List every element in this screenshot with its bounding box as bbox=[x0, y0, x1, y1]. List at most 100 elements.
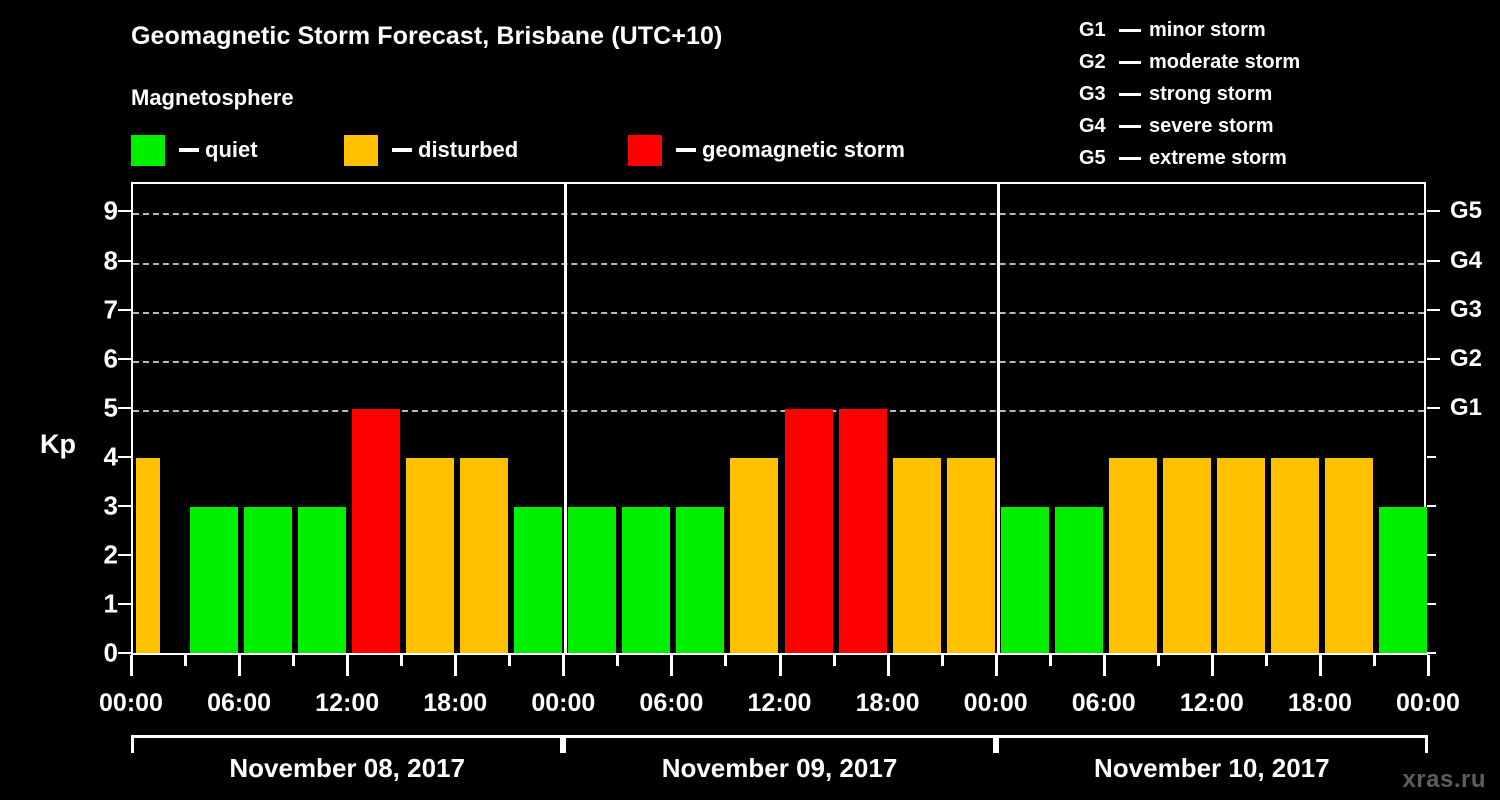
gridline-kp-8 bbox=[133, 262, 1424, 265]
x-tick-major bbox=[994, 655, 998, 676]
y-tick-mark-3 bbox=[118, 504, 131, 507]
kp-bar bbox=[1054, 506, 1103, 654]
y-tick-label-5: 5 bbox=[103, 392, 118, 423]
g-tick-mark-minor-0 bbox=[1427, 652, 1436, 654]
gridline-kp-5 bbox=[133, 409, 1424, 412]
kp-bar bbox=[622, 506, 671, 654]
kp-bar bbox=[1216, 457, 1265, 654]
x-tick-major bbox=[346, 655, 350, 676]
g-scale-row-g4: G4 severe storm bbox=[1079, 110, 1300, 142]
x-tick-label-0: 00:00 bbox=[99, 689, 163, 717]
x-tick-minor bbox=[184, 655, 188, 666]
x-tick-label-5: 06:00 bbox=[639, 689, 704, 717]
kp-bar bbox=[1270, 457, 1319, 654]
g-tick-mark-g3 bbox=[1427, 308, 1440, 311]
g-tick-mark-g4 bbox=[1427, 259, 1440, 262]
day-bracket-0 bbox=[131, 735, 564, 753]
legend-dash-icon bbox=[179, 148, 199, 152]
x-tick-minor bbox=[616, 655, 620, 666]
g-tick-label-g5: G5 bbox=[1450, 197, 1483, 225]
y-tick-label-7: 7 bbox=[103, 294, 118, 325]
g-scale-row-g2: G2 moderate storm bbox=[1079, 46, 1300, 78]
day-divider bbox=[996, 182, 1000, 655]
magnetosphere-label: Magnetosphere bbox=[131, 85, 294, 110]
g-tick-mark-minor-1 bbox=[1427, 602, 1436, 605]
legend-item-2: geomagnetic storm bbox=[628, 133, 905, 167]
g-scale-code: G2 bbox=[1079, 50, 1106, 73]
g-scale-code: G1 bbox=[1079, 18, 1106, 41]
red-square-icon bbox=[628, 134, 662, 166]
x-tick-label-6: 12:00 bbox=[747, 689, 812, 717]
y-tick-label-1: 1 bbox=[103, 588, 118, 619]
g-scale-row-g1: G1 minor storm bbox=[1079, 14, 1300, 46]
kp-bar bbox=[136, 457, 160, 654]
g-scale-description: extreme storm bbox=[1149, 146, 1287, 169]
g-scale-row-g5: G5 extreme storm bbox=[1079, 142, 1300, 174]
g-tick-mark-minor-2 bbox=[1427, 553, 1436, 556]
x-tick-minor bbox=[1156, 655, 1160, 666]
watermark: xras.ru bbox=[1402, 766, 1486, 793]
page-title: Geomagnetic Storm Forecast, Brisbane (UT… bbox=[131, 22, 723, 50]
gridline-kp-9 bbox=[133, 213, 1424, 216]
x-tick-label-8: 00:00 bbox=[963, 689, 1028, 717]
legend-dash-icon bbox=[392, 148, 412, 152]
x-axis-baseline bbox=[131, 653, 1428, 655]
kp-bar bbox=[352, 408, 401, 654]
g-scale-description: severe storm bbox=[1149, 114, 1274, 137]
kp-bar bbox=[298, 506, 347, 654]
y-tick-label-3: 3 bbox=[103, 490, 118, 521]
x-tick-major bbox=[1427, 655, 1430, 676]
g-tick-label-g2: G2 bbox=[1450, 344, 1483, 372]
y-tick-mark-4 bbox=[118, 455, 131, 458]
kp-bar bbox=[460, 457, 509, 654]
g-scale-legend: G1 minor storm G2 moderate storm G3 strong st… bbox=[1079, 14, 1300, 174]
g-tick-mark-g2 bbox=[1427, 357, 1440, 360]
x-tick-minor bbox=[292, 655, 296, 666]
x-tick-label-2: 12:00 bbox=[315, 689, 380, 717]
g-scale-dash-icon bbox=[1119, 60, 1141, 64]
x-tick-major bbox=[1102, 655, 1106, 676]
x-tick-label-3: 18:00 bbox=[423, 689, 488, 717]
y-tick-mark-1 bbox=[118, 602, 131, 605]
x-tick-label-7: 18:00 bbox=[855, 689, 920, 717]
x-tick-minor bbox=[1372, 655, 1376, 666]
g-scale-code: G4 bbox=[1079, 114, 1106, 137]
kp-bar bbox=[838, 408, 887, 654]
day-label-1: November 09, 2017 bbox=[661, 753, 898, 783]
kp-bar bbox=[892, 457, 941, 654]
g-tick-label-g4: G4 bbox=[1450, 246, 1483, 274]
kp-bar bbox=[1324, 457, 1373, 654]
x-tick-major bbox=[886, 655, 890, 676]
y-tick-mark-0 bbox=[118, 652, 131, 654]
g-scale-code: G5 bbox=[1079, 146, 1106, 169]
kp-bar bbox=[1378, 506, 1427, 654]
kp-bar bbox=[1108, 457, 1157, 654]
x-tick-major bbox=[238, 655, 242, 676]
kp-bar bbox=[1000, 506, 1049, 654]
day-label-0: November 08, 2017 bbox=[229, 753, 465, 783]
day-divider bbox=[564, 182, 568, 655]
y-tick-mark-5 bbox=[118, 406, 131, 409]
g-tick-mark-minor-3 bbox=[1427, 504, 1436, 507]
kp-bar bbox=[784, 408, 833, 654]
orange-square-icon bbox=[344, 134, 378, 166]
x-tick-major bbox=[562, 655, 566, 676]
y-tick-label-6: 6 bbox=[103, 343, 118, 374]
x-tick-major bbox=[1210, 655, 1214, 676]
x-tick-major bbox=[454, 655, 458, 676]
g-scale-dash-icon bbox=[1119, 28, 1141, 32]
y-tick-mark-6 bbox=[118, 357, 131, 360]
plot-inner bbox=[133, 182, 1427, 655]
kp-bar bbox=[514, 506, 563, 654]
g-tick-mark-g1 bbox=[1427, 406, 1440, 409]
legend-item-label: quiet bbox=[205, 137, 258, 162]
plot-area bbox=[131, 182, 1427, 655]
kp-bar bbox=[1162, 457, 1211, 654]
x-tick-minor bbox=[832, 655, 836, 666]
y-tick-mark-9 bbox=[118, 210, 131, 213]
legend-item-0: quiet bbox=[131, 133, 258, 167]
day-bracket-2 bbox=[995, 735, 1428, 753]
day-label-2: November 10, 2017 bbox=[1094, 753, 1330, 783]
x-tick-label-10: 12:00 bbox=[1179, 689, 1244, 717]
